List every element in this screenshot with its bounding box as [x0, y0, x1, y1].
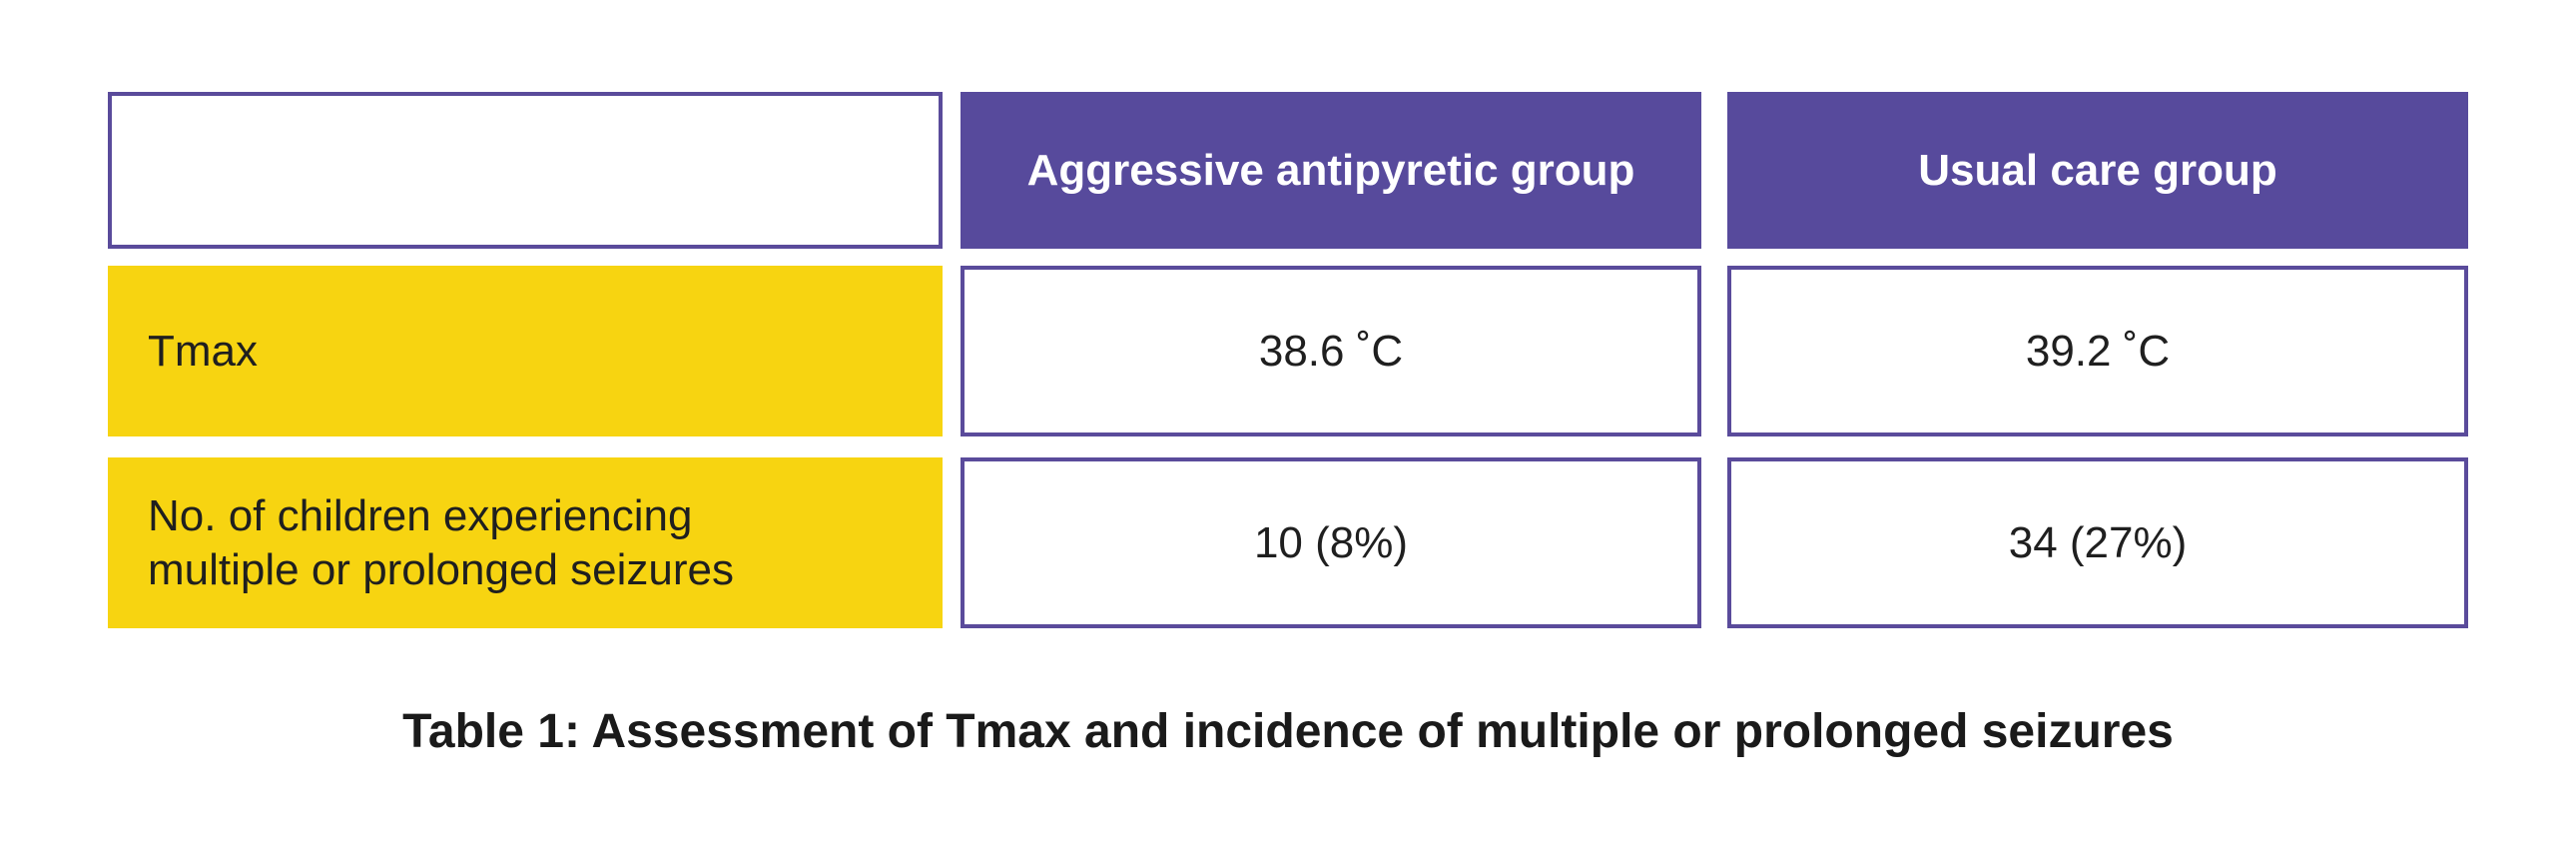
row-label-tmax: Tmax — [108, 266, 943, 436]
seizures-usual-value: 34 (27%) — [2008, 517, 2188, 567]
row-label-seizures-line1: No. of children experiencing — [148, 490, 693, 540]
table-cell-seizures-aggressive: 10 (8%) — [961, 457, 1701, 628]
tmax-usual-value: 39.2 ˚C — [2025, 326, 2171, 376]
row-label-seizures: No. of children experiencing multiple or… — [108, 457, 943, 628]
header-label-usual-care: Usual care group — [1918, 145, 2277, 195]
table-cell-seizures-usual: 34 (27%) — [1727, 457, 2468, 628]
row-label-seizures-text: No. of children experiencing multiple or… — [148, 489, 734, 597]
tmax-aggressive-value: 38.6 ˚C — [1258, 326, 1404, 376]
table-cell-tmax-aggressive: 38.6 ˚C — [961, 266, 1701, 436]
header-label-aggressive-antipyretic: Aggressive antipyretic group — [1026, 145, 1635, 195]
table-cell-tmax-usual: 39.2 ˚C — [1727, 266, 2468, 436]
table-caption: Table 1: Assessment of Tmax and incidenc… — [402, 705, 2174, 758]
corner-header-cell — [108, 92, 943, 249]
header-cell-aggressive-antipyretic: Aggressive antipyretic group — [961, 92, 1701, 249]
row-label-seizures-line2: multiple or prolonged seizures — [148, 544, 734, 594]
header-cell-usual-care: Usual care group — [1727, 92, 2468, 249]
row-label-tmax-text: Tmax — [148, 326, 258, 376]
seizures-aggressive-value: 10 (8%) — [1253, 517, 1409, 567]
